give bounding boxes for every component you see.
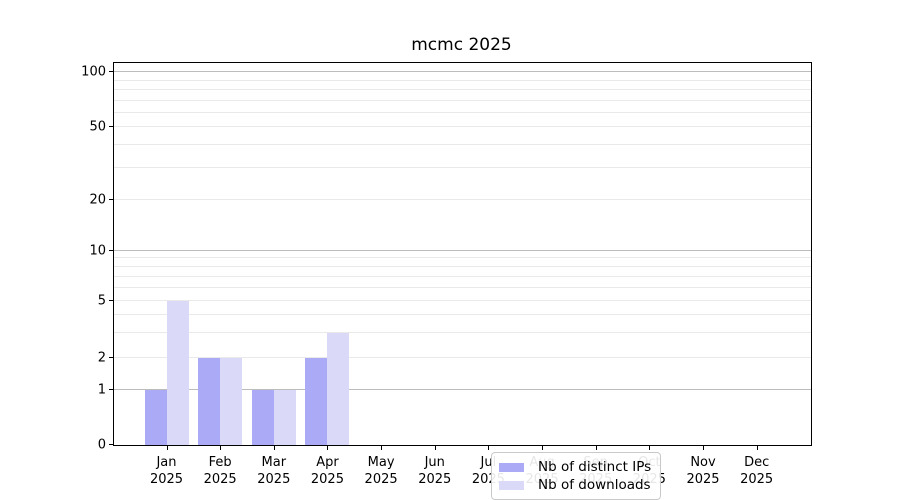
x-tick-mar [273, 445, 275, 450]
x-tick-label-jan: Jan 2025 [149, 455, 184, 487]
gridline-major-100 [114, 71, 811, 73]
gridline-minor-60 [114, 111, 811, 113]
gridline-minor-50 [114, 126, 811, 128]
y-tick-5 [109, 300, 113, 301]
legend-swatch-distinct-ips [499, 462, 524, 472]
y-tick-0 [109, 444, 113, 445]
gridline-major-1 [114, 388, 811, 390]
legend-swatch-downloads [499, 480, 524, 490]
y-tick-label-5: 5 [97, 293, 106, 309]
legend-item-distinct-ips: Nb of distinct IPs [499, 458, 651, 476]
gridline-minor-20 [114, 199, 811, 201]
x-tick-dec [756, 445, 758, 450]
gridline-minor-70 [114, 99, 811, 101]
y-tick-2 [109, 356, 113, 358]
x-tick-nov [703, 445, 704, 450]
x-tick-apr [327, 445, 329, 450]
bar-distinct-ips-feb [198, 357, 221, 445]
plot-area: Nb of distinct IPs Nb of downloads 0 1 2 5 1… [81, 62, 812, 500]
x-tick-jun [434, 445, 436, 450]
x-tick-label-dec: Dec 2025 [740, 455, 774, 487]
gridline-minor-8 [114, 265, 811, 267]
legend-item-downloads: Nb of downloads [499, 476, 651, 494]
y-tick-label-1: 1 [97, 382, 106, 398]
gridline-minor-40 [114, 144, 811, 146]
bar-downloads-apr [327, 332, 350, 445]
bar-downloads-mar [273, 389, 296, 445]
gridline-minor-6 [114, 286, 811, 288]
y-tick-label-100: 100 [81, 64, 106, 80]
y-tick-50 [109, 126, 113, 128]
x-tick-sep [595, 445, 597, 450]
x-tick-label-nov: Nov 2025 [686, 455, 720, 487]
gridline-minor-80 [114, 89, 811, 91]
x-tick-label-mar: Mar 2025 [257, 455, 291, 487]
legend: Nb of distinct IPs Nb of downloads [491, 452, 662, 500]
bar-distinct-ips-jan [144, 389, 167, 445]
y-tick-10 [109, 249, 113, 251]
gridline-minor-7 [114, 275, 811, 277]
chart-title: mcmc 2025 [411, 35, 512, 55]
y-tick-20 [109, 199, 113, 201]
y-tick-100 [109, 71, 113, 73]
gridline-minor-90 [114, 79, 811, 81]
x-tick-jan [166, 445, 168, 450]
y-tick-label-20: 20 [89, 192, 106, 208]
x-tick-label-apr: Apr 2025 [310, 455, 344, 487]
y-tick-label-0: 0 [97, 437, 106, 453]
bar-downloads-feb [220, 357, 243, 445]
gridline-minor-5 [114, 300, 811, 301]
bar-distinct-ips-mar [251, 389, 274, 445]
y-tick-label-10: 10 [89, 243, 106, 259]
y-tick-1 [109, 388, 113, 390]
gridline-minor-30 [114, 167, 811, 169]
legend-label-distinct-ips: Nb of distinct IPs [538, 459, 652, 475]
x-tick-label-jun: Jun 2025 [418, 455, 452, 487]
y-tick-label-2: 2 [97, 350, 106, 366]
x-tick-may [381, 445, 383, 450]
gridline-minor-9 [114, 257, 811, 259]
x-tick-oct [649, 445, 651, 450]
gridline-minor-4 [114, 313, 811, 315]
bar-downloads-jan [166, 301, 189, 445]
legend-label-downloads: Nb of downloads [538, 477, 651, 493]
gridline-minor-3 [114, 331, 811, 333]
y-tick-label-50: 50 [89, 119, 106, 135]
x-tick-aug [542, 445, 544, 450]
gridline-major-10 [114, 249, 811, 251]
x-tick-feb [220, 445, 222, 450]
gridline-minor-2 [114, 356, 811, 358]
x-tick-jul [488, 445, 490, 450]
x-tick-label-may: May 2025 [364, 455, 398, 487]
x-tick-label-feb: Feb 2025 [203, 455, 237, 487]
bar-distinct-ips-apr [305, 357, 328, 445]
